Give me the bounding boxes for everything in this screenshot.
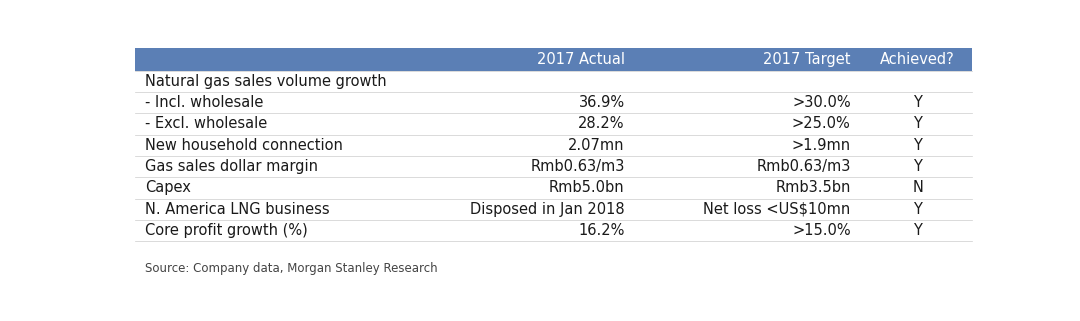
Text: 2017 Target: 2017 Target: [764, 52, 851, 67]
Text: >1.9mn: >1.9mn: [792, 138, 851, 153]
Bar: [135, 71, 972, 241]
Bar: [135, 48, 972, 71]
Text: Rmb3.5bn: Rmb3.5bn: [775, 180, 851, 195]
Text: >30.0%: >30.0%: [792, 95, 851, 110]
Text: - Excl. wholesale: - Excl. wholesale: [145, 117, 267, 131]
Text: Net loss <US$10mn: Net loss <US$10mn: [703, 202, 851, 217]
Text: Y: Y: [914, 223, 922, 238]
Text: 36.9%: 36.9%: [579, 95, 624, 110]
Text: 28.2%: 28.2%: [578, 117, 624, 131]
Text: Core profit growth (%): Core profit growth (%): [145, 223, 308, 238]
Text: Rmb0.63/m3: Rmb0.63/m3: [756, 159, 851, 174]
Text: >15.0%: >15.0%: [792, 223, 851, 238]
Text: N. America LNG business: N. America LNG business: [145, 202, 329, 217]
Text: - Incl. wholesale: - Incl. wholesale: [145, 95, 264, 110]
Text: 16.2%: 16.2%: [578, 223, 624, 238]
Text: Y: Y: [914, 202, 922, 217]
Text: Y: Y: [914, 95, 922, 110]
Text: Capex: Capex: [145, 180, 191, 195]
Text: Disposed in Jan 2018: Disposed in Jan 2018: [470, 202, 624, 217]
Text: Y: Y: [914, 138, 922, 153]
Text: New household connection: New household connection: [145, 138, 343, 153]
Text: Rmb0.63/m3: Rmb0.63/m3: [530, 159, 624, 174]
Text: Gas sales dollar margin: Gas sales dollar margin: [145, 159, 318, 174]
Text: 2017 Actual: 2017 Actual: [537, 52, 624, 67]
Text: >25.0%: >25.0%: [792, 117, 851, 131]
Text: Natural gas sales volume growth: Natural gas sales volume growth: [145, 74, 387, 89]
Text: Achieved?: Achieved?: [880, 52, 955, 67]
Text: N: N: [913, 180, 923, 195]
Text: Source: Company data, Morgan Stanley Research: Source: Company data, Morgan Stanley Res…: [145, 262, 437, 275]
Text: Rmb5.0bn: Rmb5.0bn: [549, 180, 624, 195]
Text: 2.07mn: 2.07mn: [568, 138, 624, 153]
Text: Y: Y: [914, 117, 922, 131]
Text: Y: Y: [914, 159, 922, 174]
